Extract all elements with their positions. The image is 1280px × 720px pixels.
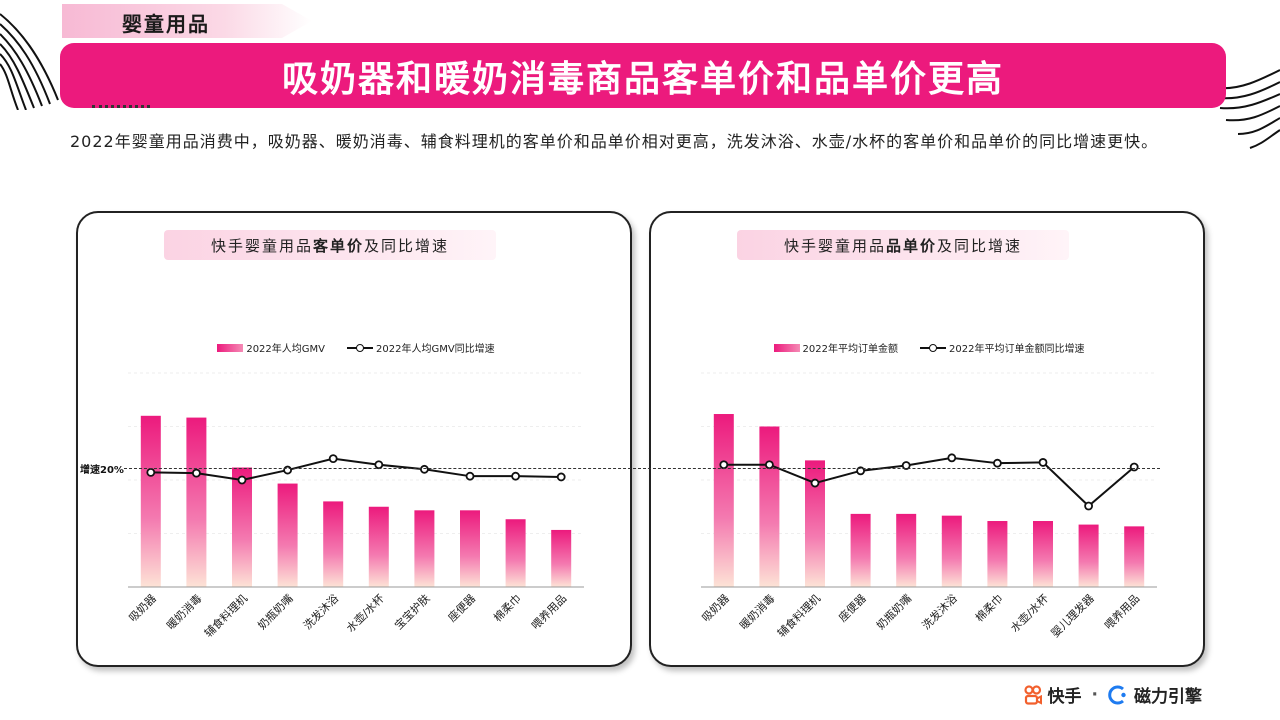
x-tick-label: 辅食料理机: [774, 591, 823, 640]
legend-bar-label: 2022年平均订单金额: [802, 344, 898, 355]
growth-point-吸奶器: [146, 467, 156, 477]
bar-座便器: [850, 513, 871, 587]
bar-座便器: [460, 510, 480, 587]
bar-棉柔巾: [987, 521, 1008, 587]
x-tick-label: 宝宝护肤: [392, 591, 433, 632]
growth-point-辅食料理机: [810, 478, 820, 488]
growth-line: [723, 456, 1135, 508]
intro-paragraph: 2022年婴童用品消费中，吸奶器、暖奶消毒、辅食料理机的客单价和品单价相对更高，…: [70, 132, 1159, 151]
page-title-bar: 吸奶器和暖奶消毒商品客单价和品单价更高: [60, 43, 1226, 108]
title-dots-decoration: [92, 104, 150, 108]
bar-水壶/水杯: [368, 506, 389, 587]
bar-水壶/水杯: [1033, 521, 1053, 587]
growth-point-辅食料理机: [237, 475, 247, 485]
growth-point-棉柔巾: [992, 458, 1002, 468]
reference-line-20-percent: [124, 468, 1160, 469]
bar-奶瓶奶嘴: [896, 513, 917, 587]
x-tick-label: 暖奶消毒: [737, 591, 778, 632]
kuaishou-logo-icon: [1023, 684, 1042, 705]
x-tick-label: 棉柔巾: [490, 591, 523, 624]
bar-吸奶器: [713, 414, 734, 587]
chart-legend-item-price: 2022年平均订单金额 2022年平均订单金额同比增速: [651, 340, 1207, 355]
x-tick-label: 喂养用品: [528, 591, 569, 632]
growth-point-宝宝护肤: [419, 464, 429, 474]
growth-point-棉柔巾: [511, 471, 521, 481]
footer-brand1: 快手: [1047, 687, 1082, 707]
bar-暖奶消毒: [186, 417, 207, 587]
x-tick-label: 奶瓶奶嘴: [873, 591, 914, 632]
x-tick-label: 座便器: [835, 591, 868, 624]
decorative-swoosh-left: [0, 13, 59, 110]
chart-title-bold: 客单价: [312, 236, 364, 255]
footer-brand2: 磁力引擎: [1134, 687, 1202, 707]
x-tick-label: 辅食料理机: [201, 591, 250, 640]
x-tick-label: 棉柔巾: [972, 591, 1005, 624]
bar-辅食料理机: [805, 460, 825, 587]
chart-title-post: 及同比增速: [364, 236, 450, 255]
legend-item-bar: 2022年人均GMV: [217, 340, 325, 355]
x-tick-label: 水壶/水杯: [1007, 591, 1051, 635]
legend-item-line: 2022年人均GMV同比增速: [347, 340, 495, 355]
bar-暖奶消毒: [759, 426, 780, 587]
growth-point-座便器: [856, 466, 866, 476]
section-tag-label: 婴童用品: [122, 12, 210, 36]
legend-bar-swatch: [217, 343, 244, 352]
x-tick-label: 婴儿理发器: [1048, 591, 1097, 640]
legend-item-bar: 2022年平均订单金额: [773, 340, 898, 355]
bar-洗发沐浴: [941, 515, 962, 587]
bar-喂养用品: [551, 529, 572, 587]
bar-辅食料理机: [232, 467, 252, 587]
growth-line: [150, 457, 562, 482]
x-tick-label: 奶瓶奶嘴: [255, 591, 296, 632]
legend-bar-swatch: [773, 343, 800, 352]
chart-title-pre: 快手婴童用品: [783, 236, 886, 255]
x-tick-label: 洗发沐浴: [919, 591, 960, 632]
reference-line-label: 增速20%: [80, 465, 124, 476]
footer-separator: ·: [1091, 684, 1098, 705]
x-tick-label: 洗发沐浴: [300, 591, 341, 632]
x-tick-label: 座便器: [445, 591, 478, 624]
page-title: 吸奶器和暖奶消毒商品客单价和品单价更高: [281, 57, 1004, 100]
footer-brand: 快手 · 磁力引擎: [1023, 682, 1202, 707]
growth-point-喂养用品: [556, 472, 566, 482]
bar-喂养用品: [1124, 526, 1145, 587]
chart-title-post: 及同比增速: [937, 236, 1023, 255]
bar-洗发沐浴: [323, 501, 344, 587]
chart-title-bold: 品单价: [885, 236, 937, 255]
bar-吸奶器: [140, 415, 161, 587]
section-tag: 婴童用品: [62, 4, 312, 38]
growth-point-婴儿理发器: [1084, 501, 1094, 511]
growth-point-洗发沐浴: [328, 454, 338, 464]
growth-point-水壶/水杯: [1038, 458, 1048, 467]
bar-棉柔巾: [505, 519, 526, 587]
bar-宝宝护肤: [414, 510, 435, 587]
growth-point-座便器: [465, 471, 475, 481]
decorative-swoosh-right: [1217, 69, 1280, 149]
chart-title-pre: 快手婴童用品: [210, 236, 313, 255]
bar-奶瓶奶嘴: [277, 483, 298, 587]
x-tick-label: 吸奶器: [699, 591, 732, 624]
legend-line-swatch: [920, 343, 946, 352]
legend-line-label: 2022年人均GMV同比增速: [376, 344, 495, 355]
cili-engine-logo-icon: [1108, 685, 1126, 704]
legend-item-line: 2022年平均订单金额同比增速: [920, 340, 1084, 355]
growth-point-喂养用品: [1129, 462, 1139, 472]
legend-bar-label: 2022年人均GMV: [246, 344, 325, 355]
legend-line-label: 2022年平均订单金额同比增速: [949, 344, 1085, 355]
x-tick-label: 吸奶器: [126, 591, 159, 624]
bar-婴儿理发器: [1078, 524, 1099, 587]
chart-panel-item-price: 快手婴童用品 品单价 及同比增速 2022年平均订单金额 2022年平均订单金额同比…: [649, 211, 1205, 667]
legend-line-swatch: [347, 343, 373, 352]
x-tick-label: 水壶/水杯: [343, 591, 387, 635]
chart-panel-customer-price: 快手婴童用品 客单价 及同比增速 2022年人均GMV 2022年人均GMV同比增速…: [76, 211, 632, 667]
chart-title-item-price: 快手婴童用品 品单价 及同比增速: [737, 230, 1069, 260]
chart-legend-customer-price: 2022年人均GMV 2022年人均GMV同比增速: [78, 340, 634, 355]
growth-point-洗发沐浴: [947, 453, 957, 463]
chart-title-customer-price: 快手婴童用品 客单价 及同比增速: [164, 230, 496, 260]
x-tick-label: 暖奶消毒: [164, 591, 205, 632]
growth-point-暖奶消毒: [192, 468, 201, 478]
x-tick-label: 喂养用品: [1101, 591, 1142, 632]
